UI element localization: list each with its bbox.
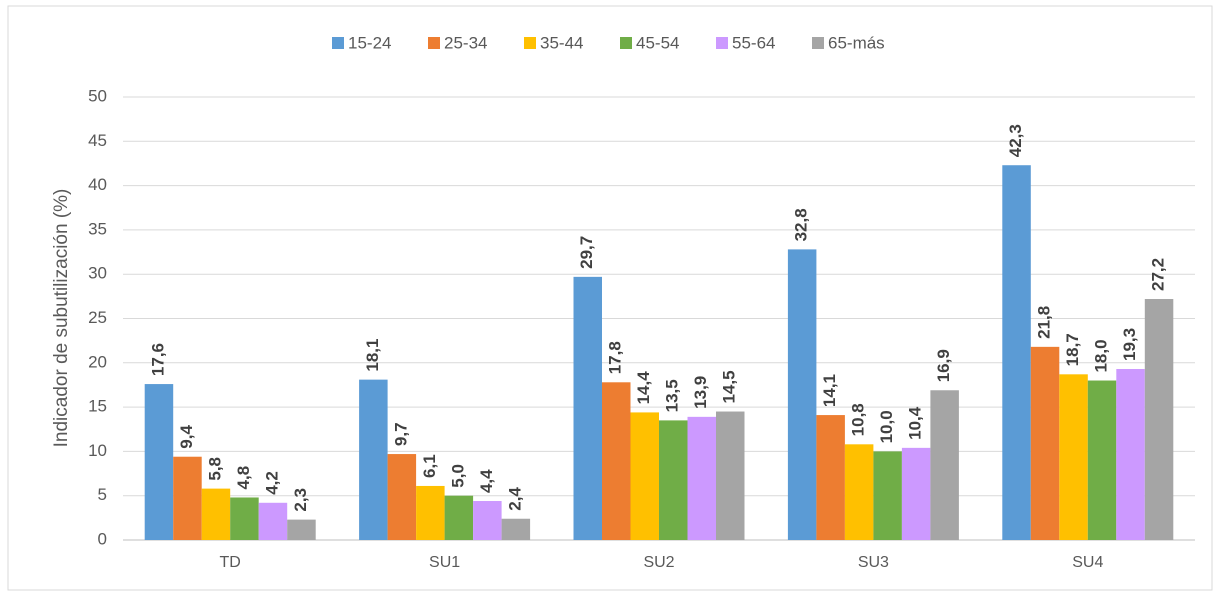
y-tick-label: 5	[98, 485, 107, 504]
bar	[201, 488, 231, 540]
bar	[1059, 374, 1088, 540]
y-tick-label: 0	[98, 529, 107, 548]
value-label: 4,4	[477, 469, 496, 493]
bar	[287, 519, 316, 540]
value-label: 21,8	[1035, 306, 1054, 339]
bar	[816, 415, 845, 540]
legend-swatch	[716, 37, 728, 49]
x-tick-label: SU2	[643, 554, 674, 571]
value-label: 6,1	[420, 454, 439, 478]
bar	[630, 412, 659, 540]
value-label: 42,3	[1006, 124, 1025, 157]
bar	[1087, 380, 1117, 540]
legend-label: 65-más	[828, 33, 885, 52]
legend-label: 35-44	[540, 33, 583, 52]
y-tick-label: 40	[88, 175, 107, 194]
bar	[473, 501, 502, 540]
value-label: 27,2	[1149, 258, 1168, 291]
bar	[359, 379, 388, 540]
legend-label: 55-64	[732, 33, 775, 52]
y-tick-label: 50	[88, 86, 107, 105]
value-label: 32,8	[792, 208, 811, 241]
bar	[1002, 165, 1031, 541]
value-label: 10,8	[849, 403, 868, 436]
value-label: 10,4	[906, 406, 925, 440]
value-label: 2,3	[291, 488, 310, 512]
y-tick-label: 10	[88, 441, 107, 460]
y-tick-label: 30	[88, 264, 107, 283]
bar	[444, 495, 474, 540]
bar	[687, 416, 716, 540]
bar	[258, 502, 288, 540]
bar	[844, 444, 874, 540]
bar	[1030, 346, 1060, 540]
value-label: 5,0	[448, 464, 467, 488]
bar	[230, 497, 259, 540]
legend-swatch	[524, 37, 536, 49]
bar	[787, 249, 817, 540]
legend-swatch	[428, 37, 440, 49]
value-label: 18,0	[1092, 339, 1111, 372]
y-tick-label: 15	[88, 397, 107, 416]
bar	[716, 411, 745, 540]
value-label: 4,2	[262, 471, 281, 495]
value-label: 14,1	[820, 374, 839, 407]
value-label: 18,7	[1063, 333, 1082, 366]
bar	[659, 420, 688, 540]
legend-swatch	[620, 37, 632, 49]
bar	[901, 447, 931, 540]
legend-label: 15-24	[348, 33, 391, 52]
bar	[144, 384, 174, 540]
bar	[873, 451, 902, 540]
bar	[416, 485, 445, 540]
value-label: 16,9	[934, 349, 953, 382]
value-label: 14,5	[720, 370, 739, 403]
bar	[573, 276, 602, 540]
value-label: 4,8	[234, 466, 253, 490]
value-label: 19,3	[1120, 328, 1139, 361]
bar	[387, 454, 417, 540]
value-label: 13,9	[691, 376, 710, 409]
value-label: 14,4	[634, 371, 653, 405]
value-label: 10,0	[877, 410, 896, 443]
value-label: 18,1	[363, 339, 382, 372]
x-tick-label: SU3	[858, 554, 889, 571]
legend-swatch	[812, 37, 824, 49]
y-axis-label: Indicador de subutilización (%)	[51, 189, 72, 448]
value-label: 13,5	[663, 379, 682, 412]
bar	[173, 456, 202, 540]
x-tick-label: SU4	[1072, 554, 1103, 571]
y-tick-label: 35	[88, 219, 107, 238]
value-label: 2,4	[505, 487, 524, 511]
y-tick-label: 45	[88, 131, 107, 150]
value-label: 29,7	[577, 236, 596, 269]
x-tick-label: SU1	[429, 554, 460, 571]
bar	[930, 390, 959, 540]
value-label: 5,8	[205, 457, 224, 481]
legend-label: 25-34	[444, 33, 487, 52]
value-label: 17,6	[148, 343, 167, 376]
legend-swatch	[332, 37, 344, 49]
value-label: 9,7	[391, 422, 410, 446]
y-tick-label: 25	[88, 308, 107, 327]
bar	[602, 382, 631, 540]
value-label: 9,4	[177, 425, 196, 449]
bar	[501, 518, 531, 540]
legend-label: 45-54	[636, 33, 679, 52]
x-tick-label: TD	[220, 554, 241, 571]
y-tick-label: 20	[88, 352, 107, 371]
bar	[1116, 369, 1145, 540]
value-label: 17,8	[606, 341, 625, 374]
bar	[1144, 299, 1174, 540]
